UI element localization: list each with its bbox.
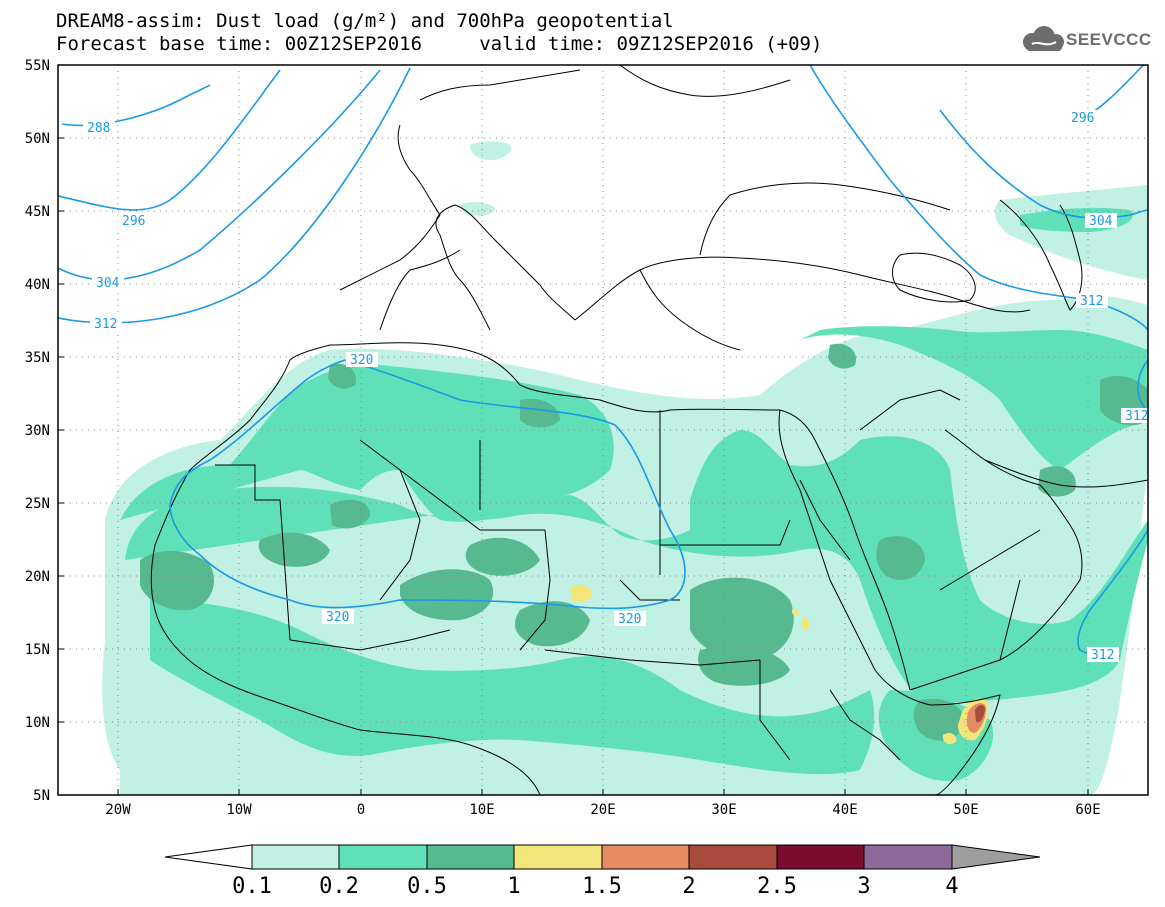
tick-marks — [58, 137, 1089, 795]
contour-label: 312 — [94, 317, 117, 332]
lat-tick-label: 20N — [25, 569, 50, 585]
contour-label: 312 — [1125, 409, 1148, 424]
contour-labels: 288 296 304 312 320 320 320 296 304 312 … — [83, 110, 1148, 663]
contour-label: 312 — [1091, 648, 1114, 663]
lon-tick-label: 40E — [832, 802, 857, 818]
lat-tick-label: 45N — [25, 204, 50, 220]
coastlines — [150, 65, 1148, 795]
lat-tick-label: 15N — [25, 642, 50, 658]
longitude-labels: 20W 10W 0 10E 20E 30E 40E 50E 60E — [105, 802, 1100, 818]
lon-tick-label: 10W — [226, 802, 252, 818]
contour-label: 320 — [618, 612, 641, 627]
cloud-icon — [1023, 26, 1064, 51]
lat-tick-label: 25N — [25, 496, 50, 512]
lon-tick-label: 0 — [357, 802, 365, 818]
lat-tick-label: 50N — [25, 131, 50, 147]
lon-tick-label: 60E — [1075, 802, 1100, 818]
chart-subtitle: Forecast base time: 00Z12SEP2016 valid t… — [56, 33, 823, 55]
contour-label: 296 — [1071, 111, 1094, 126]
chart-title: DREAM8-assim: Dust load (g/m²) and 700hP… — [56, 10, 674, 32]
contour-label: 320 — [326, 610, 349, 625]
latitude-labels: 55N 50N 45N 40N 35N 30N 25N 20N 15N 10N … — [25, 58, 50, 804]
contour-label: 304 — [96, 276, 120, 291]
lat-tick-label: 55N — [25, 58, 50, 74]
lat-tick-label: 10N — [25, 715, 50, 731]
lon-tick-label: 30E — [711, 802, 736, 818]
lat-tick-label: 35N — [25, 350, 50, 366]
lat-tick-label: 5N — [33, 788, 50, 804]
lat-tick-label: 30N — [25, 423, 50, 439]
dust-layer-2 — [975, 704, 985, 723]
contour-label: 312 — [1080, 294, 1103, 309]
logo-text: SEEVCCC — [1066, 30, 1152, 49]
contour-label: 320 — [350, 353, 373, 368]
lon-tick-label: 20E — [590, 802, 615, 818]
contour-label: 288 — [87, 121, 110, 136]
lat-tick-label: 40N — [25, 277, 50, 293]
lon-tick-label: 10E — [469, 802, 494, 818]
contour-label: 296 — [122, 214, 145, 229]
lon-tick-label: 20W — [105, 802, 131, 818]
lon-tick-label: 50E — [953, 802, 978, 818]
seevccc-logo — [1023, 26, 1064, 51]
contour-label: 304 — [1089, 214, 1113, 229]
dust-layer-0.2 — [120, 207, 1148, 781]
